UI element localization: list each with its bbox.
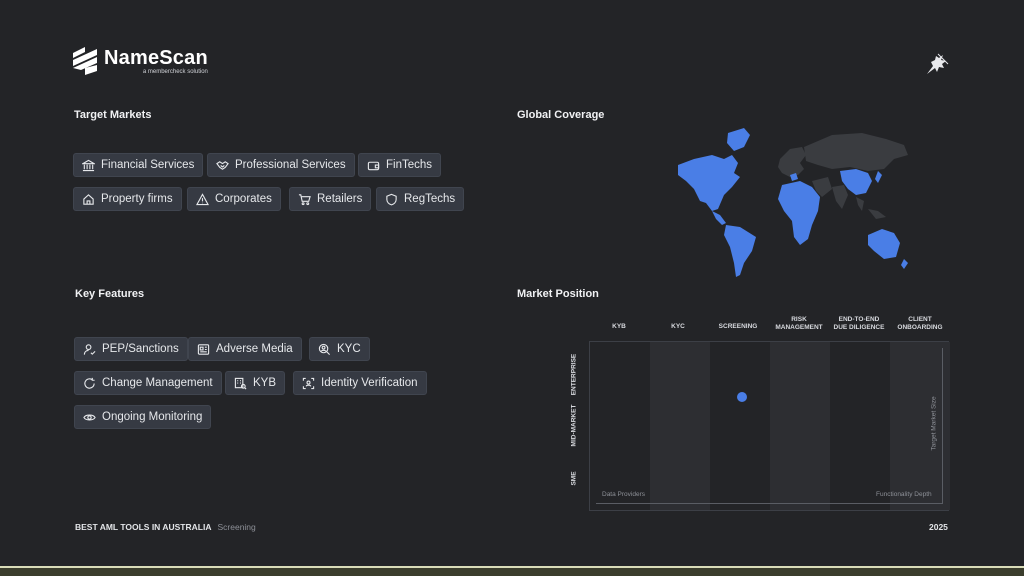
world-map (678, 128, 908, 277)
chip-pep-sanctions: PEP/Sanctions (74, 337, 188, 361)
key-features-title: Key Features (75, 288, 145, 300)
footer-subtitle: Screening (217, 522, 256, 532)
handshake-icon (216, 160, 229, 170)
chip-label: Retailers (317, 193, 363, 205)
column-header-kyc: KYC (671, 323, 685, 330)
chip-label: KYC (337, 343, 361, 355)
column-header-due-diligence: END-TO-END DUE DILIGENCE (833, 316, 885, 331)
chip-professional-services: Professional Services (207, 153, 355, 177)
user-search-icon (318, 343, 331, 355)
chip-fintechs: FinTechs (358, 153, 442, 177)
chip-label: Change Management (102, 377, 213, 389)
eye-icon (83, 414, 96, 420)
chip-ongoing-monitoring: Ongoing Monitoring (74, 405, 212, 429)
building-search-icon (234, 377, 247, 389)
footer-year: 2025 (929, 522, 948, 532)
target-markets-title: Target Markets (74, 109, 152, 121)
chip-label: Professional Services (235, 159, 346, 171)
chip-kyc: KYC (309, 337, 370, 361)
chip-property-firms: Property firms (73, 187, 182, 211)
y-axis-arrow (942, 348, 943, 504)
row-label-sme: SME (570, 471, 578, 486)
chip-retailers: Retailers (289, 187, 372, 211)
chip-label: Financial Services (101, 159, 195, 171)
refresh-icon (84, 377, 95, 389)
chip-label: Ongoing Monitoring (102, 411, 203, 423)
namescan-logo-icon (73, 47, 97, 75)
chip-regtechs: RegTechs (376, 187, 465, 211)
global-coverage-title: Global Coverage (517, 109, 605, 121)
brand-name: NameScan (104, 46, 208, 69)
chip-label: Adverse Media (216, 343, 293, 355)
bank-icon (82, 159, 95, 171)
x-axis-end-label: Functionality Depth (876, 491, 932, 498)
home-icon (83, 193, 94, 205)
column-header-kyb: KYB (612, 323, 626, 330)
market-position-chart (589, 341, 950, 511)
newspaper-icon (197, 343, 210, 355)
chip-corporates: Corporates (187, 187, 281, 211)
x-axis-arrow (596, 503, 942, 504)
column-stripe (770, 342, 830, 510)
shield-icon (386, 193, 397, 205)
footer-title: BEST AML TOOLS IN AUSTRALIA Screening (75, 522, 256, 532)
y-axis-label: Target Market Size (930, 396, 938, 451)
brand-tagline: a membercheck solution (142, 68, 208, 75)
chip-label: KYB (253, 377, 277, 389)
bottom-band (0, 566, 1024, 576)
position-marker (737, 392, 747, 402)
column-header-risk-management: RISK MANAGEMENT (775, 316, 823, 331)
chip-change-management: Change Management (74, 371, 222, 395)
chip-kyb: KYB (225, 371, 286, 395)
warning-icon (196, 192, 209, 205)
column-stripe (890, 342, 950, 510)
chip-identity-verification: Identity Verification (293, 371, 427, 395)
column-header-screening: SCREENING (718, 323, 758, 330)
user-check-icon (83, 343, 96, 355)
chip-financial-services: Financial Services (73, 153, 204, 177)
wallet-icon (367, 161, 380, 170)
chip-label: FinTechs (386, 159, 433, 171)
id-scan-icon (302, 377, 315, 389)
chip-adverse-media: Adverse Media (188, 337, 302, 361)
chip-label: Corporates (215, 193, 272, 205)
x-axis-start-label: Data Providers (602, 491, 645, 498)
brand-logo: NameScan a membercheck solution (73, 47, 208, 75)
chip-label: RegTechs (404, 193, 456, 205)
column-stripe (650, 342, 710, 510)
chip-label: PEP/Sanctions (102, 343, 179, 355)
market-position-title: Market Position (517, 288, 599, 300)
column-header-client-onboarding: CLIENT ONBOARDING (897, 316, 943, 331)
cart-icon (298, 193, 311, 205)
chip-label: Identity Verification (321, 377, 418, 389)
chip-label: Property firms (101, 193, 173, 205)
row-label-mid-market: MID-MARKET (570, 404, 578, 447)
knight-rider-icon (927, 53, 949, 74)
